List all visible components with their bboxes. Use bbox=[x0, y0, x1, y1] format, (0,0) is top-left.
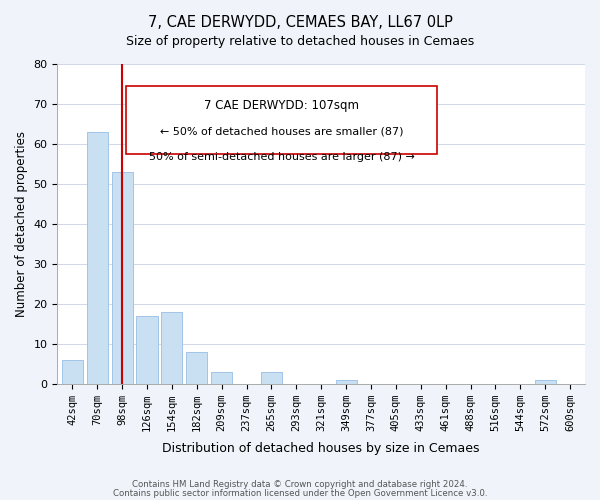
Bar bbox=[335, 380, 356, 384]
Bar bbox=[211, 372, 232, 384]
FancyBboxPatch shape bbox=[126, 86, 437, 154]
Text: 7, CAE DERWYDD, CEMAES BAY, LL67 0LP: 7, CAE DERWYDD, CEMAES BAY, LL67 0LP bbox=[148, 15, 452, 30]
Text: 7 CAE DERWYDD: 107sqm: 7 CAE DERWYDD: 107sqm bbox=[204, 99, 359, 112]
Text: Contains HM Land Registry data © Crown copyright and database right 2024.: Contains HM Land Registry data © Crown c… bbox=[132, 480, 468, 489]
Text: 50% of semi-detached houses are larger (87) →: 50% of semi-detached houses are larger (… bbox=[149, 152, 415, 162]
Text: Contains public sector information licensed under the Open Government Licence v3: Contains public sector information licen… bbox=[113, 488, 487, 498]
Bar bbox=[186, 352, 208, 384]
Bar bbox=[261, 372, 282, 384]
Text: ← 50% of detached houses are smaller (87): ← 50% of detached houses are smaller (87… bbox=[160, 126, 403, 136]
Bar bbox=[86, 132, 108, 384]
Bar bbox=[62, 360, 83, 384]
Bar bbox=[161, 312, 182, 384]
Bar bbox=[136, 316, 158, 384]
X-axis label: Distribution of detached houses by size in Cemaes: Distribution of detached houses by size … bbox=[163, 442, 480, 455]
Y-axis label: Number of detached properties: Number of detached properties bbox=[15, 131, 28, 317]
Bar bbox=[112, 172, 133, 384]
Text: Size of property relative to detached houses in Cemaes: Size of property relative to detached ho… bbox=[126, 35, 474, 48]
Bar bbox=[535, 380, 556, 384]
